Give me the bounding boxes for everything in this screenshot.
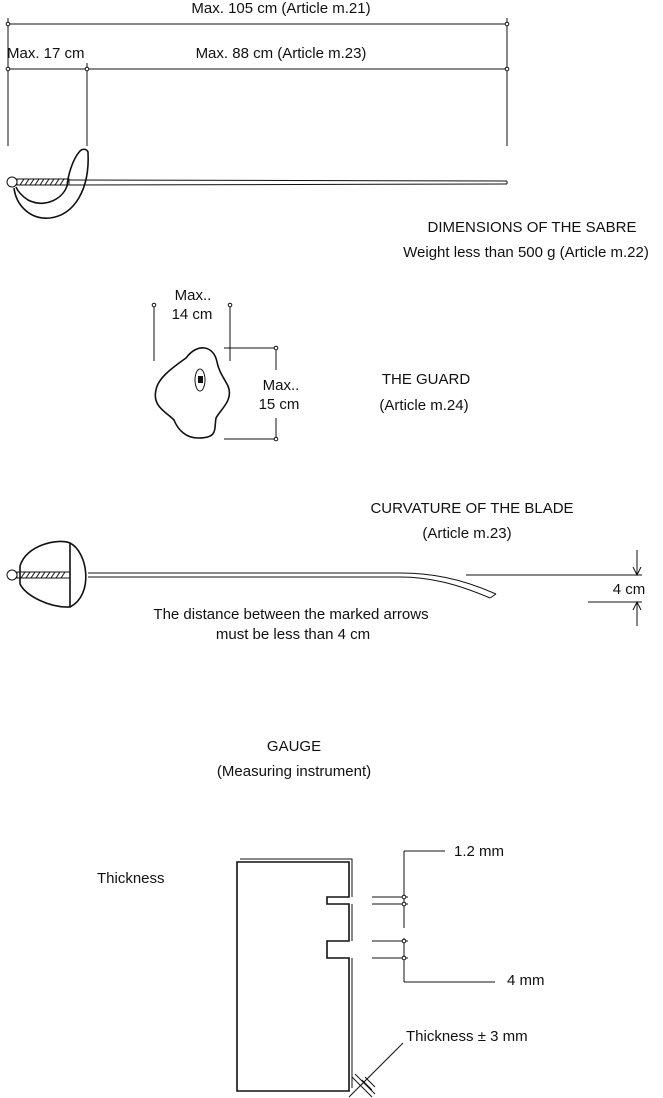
guard-front-view-drawing	[154, 347, 231, 439]
sabre-weight-note: Weight less than 500 g (Article m.22)	[403, 244, 649, 261]
guard-width-label-line1: Max..	[175, 287, 212, 304]
curvature-distance-label: 4 cm	[613, 581, 646, 598]
guard-title: THE GUARD	[382, 371, 471, 388]
guard-width-dimension	[151, 302, 233, 361]
slot2-width-label: 4 mm	[507, 972, 545, 989]
sabre-dimensions-section: Max. 105 cm (Article m.21) Max. 17 cm Ma…	[5, 0, 649, 261]
body-thickness-dimension	[348, 1042, 404, 1098]
grip-hatching-curved	[20, 571, 66, 579]
guard-height-label-line1: Max..	[263, 377, 300, 394]
slot2-dimension	[372, 938, 495, 983]
body-thickness-label: Thickness ± 3 mm	[406, 1028, 528, 1045]
grip-hatching	[19, 178, 65, 186]
gauge-section: GAUGE (Measuring instrument) Thickness 1…	[97, 738, 545, 1098]
slot1-dimension	[372, 850, 445, 928]
partial-length-dimension-line	[5, 63, 510, 146]
curvature-note-line1: The distance between the marked arrows	[153, 606, 428, 623]
guard-height-dimension	[224, 345, 279, 442]
gauge-title: GAUGE	[267, 738, 321, 755]
curvature-article: (Article m.23)	[422, 525, 511, 542]
total-length-label: Max. 105 cm (Article m.21)	[191, 0, 370, 17]
curvature-note-line2: must be less than 4 cm	[216, 626, 370, 643]
sabre-side-view-drawing	[6, 148, 508, 219]
sabre-title: DIMENSIONS OF THE SABRE	[428, 219, 637, 236]
curvature-title: CURVATURE OF THE BLADE	[370, 500, 573, 517]
sabre-curved-blade-drawing	[6, 540, 497, 608]
guard-width-label-line2: 14 cm	[172, 306, 213, 323]
guard-section: Max.. 14 cm Max.. 15 cm THE GUARD (Artic…	[151, 287, 471, 442]
blade-length-label: Max. 88 cm (Article m.23)	[196, 45, 367, 62]
guard-height-label-line2: 15 cm	[259, 396, 300, 413]
guard-length-label: Max. 17 cm	[7, 45, 85, 62]
gauge-subtitle: (Measuring instrument)	[217, 763, 371, 780]
total-length-dimension-line	[5, 18, 510, 146]
slot1-width-label: 1.2 mm	[454, 843, 504, 860]
gauge-thickness-heading: Thickness	[97, 870, 165, 887]
guard-article: (Article m.24)	[379, 397, 468, 414]
gauge-instrument-drawing	[236, 858, 353, 1092]
curvature-dimension	[466, 550, 642, 626]
curvature-section: CURVATURE OF THE BLADE (Article m.23)	[6, 500, 646, 643]
